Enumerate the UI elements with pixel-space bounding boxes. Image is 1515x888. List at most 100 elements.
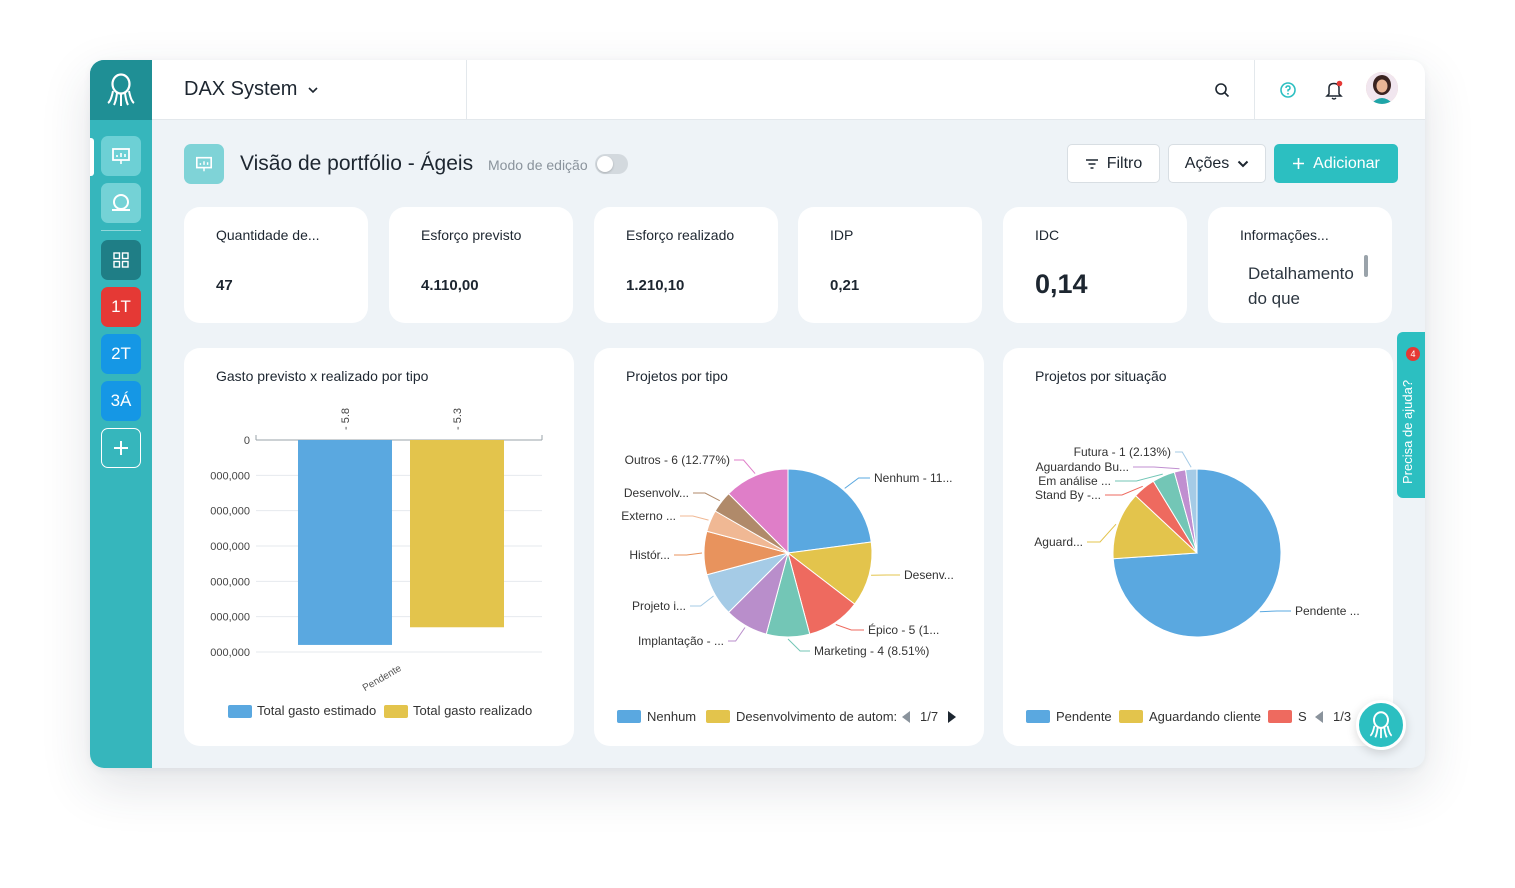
leader-line [835, 624, 864, 631]
kpi-card[interactable]: Esforço realizado 1.210,10 [594, 207, 778, 323]
kpi-card[interactable]: IDC 0,14 [1003, 207, 1187, 323]
legend-swatch [617, 710, 641, 723]
filter-icon [1085, 158, 1098, 169]
chart-card-pie-type: Projetos por tipo Nenhum - 11... Desenv..… [594, 348, 984, 746]
y-tick-label: 000,000 [210, 470, 250, 482]
add-button[interactable]: Adicionar [1274, 144, 1398, 183]
legend-label: Aguardando cliente [1149, 709, 1261, 724]
legend-swatch [1026, 710, 1050, 723]
search-button[interactable] [1210, 78, 1234, 102]
leader-line [1259, 610, 1291, 613]
slice-label: Externo ... [621, 509, 676, 523]
leader-line [1087, 523, 1117, 543]
slice-label: Épico - 5 (1... [868, 622, 939, 637]
legend-swatch [1119, 710, 1143, 723]
slice-label: Marketing - 4 (8.51%) [814, 644, 929, 658]
kpi-value: 47 [216, 277, 233, 294]
pie-slice [1112, 494, 1199, 560]
actions-label: Ações [1184, 154, 1230, 172]
help-button[interactable] [1276, 78, 1300, 102]
leader-line [787, 638, 810, 652]
legend-swatch [706, 710, 730, 723]
sidebar-item-grid[interactable] [101, 240, 141, 280]
legend-prev-icon [1315, 711, 1323, 723]
actions-dropdown[interactable]: Ações [1168, 144, 1266, 183]
kpi-card[interactable]: Esforço previsto 4.110,00 [389, 207, 573, 323]
bar-chart: 0 000,000 000,000 000,000 000,000 000,000 000,… [210, 408, 543, 718]
edit-mode-toggle[interactable] [595, 154, 628, 174]
pie-chart-situation: Pendente ... Aguard... Stand By -...Em aná… [1026, 445, 1369, 724]
user-avatar[interactable] [1366, 72, 1398, 104]
kpi-card-info[interactable]: Informações... Detalhamento do que [1208, 207, 1392, 323]
help-circle-icon [1280, 82, 1296, 98]
legend-label: Nenhum [647, 709, 696, 724]
kpi-card[interactable]: IDP 0,21 [798, 207, 982, 323]
y-tick-label: 000,000 [210, 576, 250, 588]
leader-line [1115, 473, 1163, 482]
sidebar-item-3a[interactable]: 3Á [101, 381, 141, 421]
pie-chart-type: Nenhum - 11... Desenv... Épico - 5 (1... Ma… [617, 453, 956, 724]
kpi-label: Quantidade de... [216, 227, 320, 243]
x-tick-label: Pendente [361, 663, 404, 694]
chart-title: Projetos por situação [1035, 368, 1167, 384]
kpi-value: 4.110,00 [421, 277, 479, 294]
sidebar-item-1t[interactable]: 1T [101, 287, 141, 327]
chevron-down-icon [308, 86, 318, 93]
sidebar-item-portal[interactable] [101, 183, 141, 223]
legend-swatch [384, 705, 408, 718]
y-tick-label: 000,000 [210, 506, 250, 518]
kpi-value: 0,21 [830, 277, 860, 294]
chat-fab-button[interactable] [1356, 700, 1406, 750]
search-icon [1215, 83, 1230, 98]
notifications-button[interactable] [1322, 78, 1346, 102]
leader-line [1133, 466, 1180, 470]
kpi-label: IDC [1035, 227, 1060, 243]
pie-slice [787, 468, 872, 554]
legend-page: 1/3 [1333, 709, 1351, 724]
slice-label: Outros - 6 (12.77%) [625, 453, 730, 467]
sidebar-item-2t[interactable]: 2T [101, 334, 141, 374]
slice-label: Aguardando Bu... [1036, 460, 1129, 474]
sidebar-item-presentation[interactable] [101, 136, 141, 176]
filter-button[interactable]: Filtro [1067, 144, 1160, 183]
leader-line [674, 552, 703, 556]
kpi-info-text: Detalhamento do que [1248, 264, 1354, 308]
y-tick-label: 000,000 [210, 647, 250, 659]
legend-label: Total gasto estimado [257, 703, 376, 718]
kpi-value: 0,14 [1035, 269, 1088, 299]
slice-label: Histór... [629, 548, 670, 562]
chevron-down-icon [1238, 160, 1249, 167]
pie-slice [1184, 468, 1198, 554]
kpi-card[interactable]: Quantidade de... 47 [184, 207, 368, 323]
app-logo[interactable] [90, 60, 152, 120]
chart-card-pie-situation: Projetos por situação Pendente ... Aguard… [1003, 348, 1393, 746]
kpi-label: IDP [830, 227, 854, 243]
sidebar-add-button[interactable] [101, 428, 141, 468]
kpi-value: 1.210,10 [626, 277, 685, 294]
pie-slice [727, 468, 789, 555]
slice-label: Desenv... [904, 568, 954, 582]
kpi-label: Esforço realizado [626, 227, 735, 243]
y-tick-label: 000,000 [210, 612, 250, 624]
topbar-divider [1254, 60, 1255, 120]
slice-label: Em análise ... [1038, 474, 1111, 488]
scrollbar[interactable] [1364, 255, 1368, 277]
app-switcher[interactable]: DAX System [184, 78, 319, 101]
slice-label: Aguard... [1034, 535, 1083, 549]
kpi-label: Esforço previsto [421, 227, 522, 243]
legend-label: S [1298, 709, 1307, 724]
app-title: DAX System [184, 78, 298, 100]
kpi-label: Informações... [1240, 227, 1329, 243]
legend-prev-icon [902, 711, 910, 723]
slice-label: Stand By -... [1035, 488, 1101, 502]
pie-slice [786, 541, 873, 605]
legend-swatch [228, 705, 252, 718]
legend-label: Desenvolvimento de autom: [736, 709, 897, 724]
slice-label: Projeto i... [632, 599, 686, 613]
presentation-icon [195, 156, 213, 172]
leader-line [1105, 485, 1143, 496]
topbar-divider [466, 60, 467, 120]
plus-icon [1293, 158, 1305, 169]
filter-label: Filtro [1106, 154, 1143, 172]
legend-swatch [1268, 710, 1292, 723]
